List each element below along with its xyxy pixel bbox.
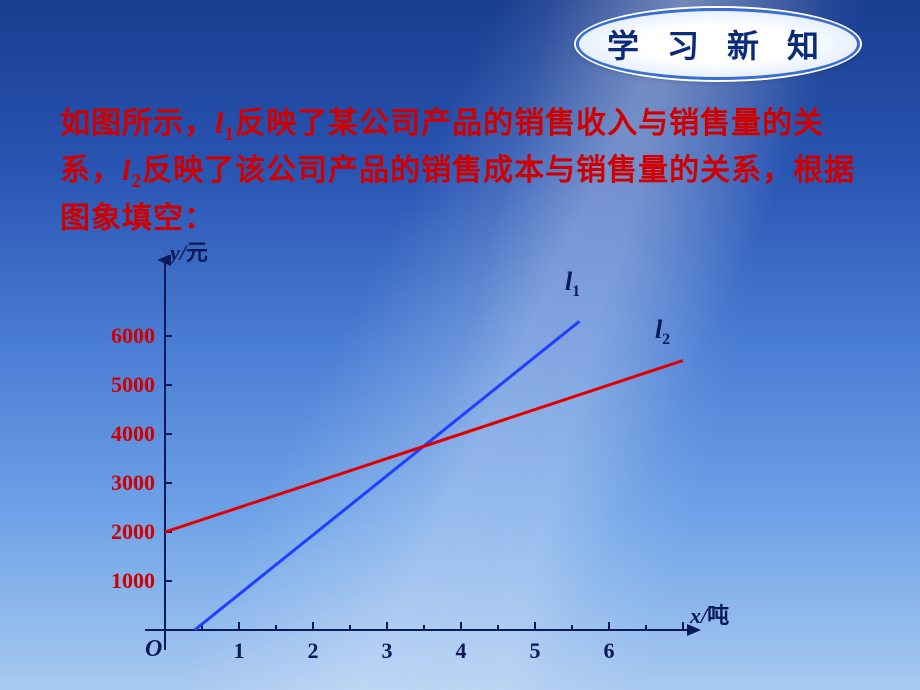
y-var: y [170, 240, 180, 265]
y-tick-label: 6000 [95, 323, 155, 349]
x-var: x [690, 603, 701, 628]
x-tick-label: 2 [308, 638, 319, 664]
x-tick-label: 4 [456, 638, 467, 664]
x-tick-label: 1 [234, 638, 245, 664]
l1-subscript: 1 [224, 124, 235, 145]
y-tick-label: 2000 [95, 519, 155, 545]
y-tick-label: 4000 [95, 421, 155, 447]
x-unit: 吨 [707, 603, 729, 628]
origin-label: O [145, 636, 162, 663]
x-tick-label: 3 [382, 638, 393, 664]
problem-text-tail: 反映了该公司产品的销售成本与销售量的关系，根据图象填空： [60, 154, 855, 234]
l1-symbol: l [215, 107, 224, 140]
y-unit: 元 [186, 240, 208, 265]
l2-subscript: 2 [131, 171, 142, 192]
problem-text-pre: 如图所示， [60, 107, 215, 140]
l2-label: l2 [655, 315, 670, 349]
x-axis-label: x/吨 [690, 598, 729, 630]
x-tick-label: 5 [530, 638, 541, 664]
y-tick-label: 3000 [95, 470, 155, 496]
section-banner: 学 习 新 知 [576, 8, 860, 80]
x-tick-label: 6 [604, 638, 615, 664]
y-tick-label: 1000 [95, 568, 155, 594]
l2-symbol: l [122, 154, 131, 187]
problem-statement: 如图所示，l1反映了某公司产品的销售收入与销售量的关系，l2反映了该公司产品的销… [60, 102, 880, 240]
y-tick-label: 5000 [95, 372, 155, 398]
y-axis-label: y/元 [170, 235, 208, 267]
l1-label: l1 [565, 267, 580, 301]
chart-area: y/元 x/吨 O 100020003000400050006000 12345… [70, 255, 770, 675]
